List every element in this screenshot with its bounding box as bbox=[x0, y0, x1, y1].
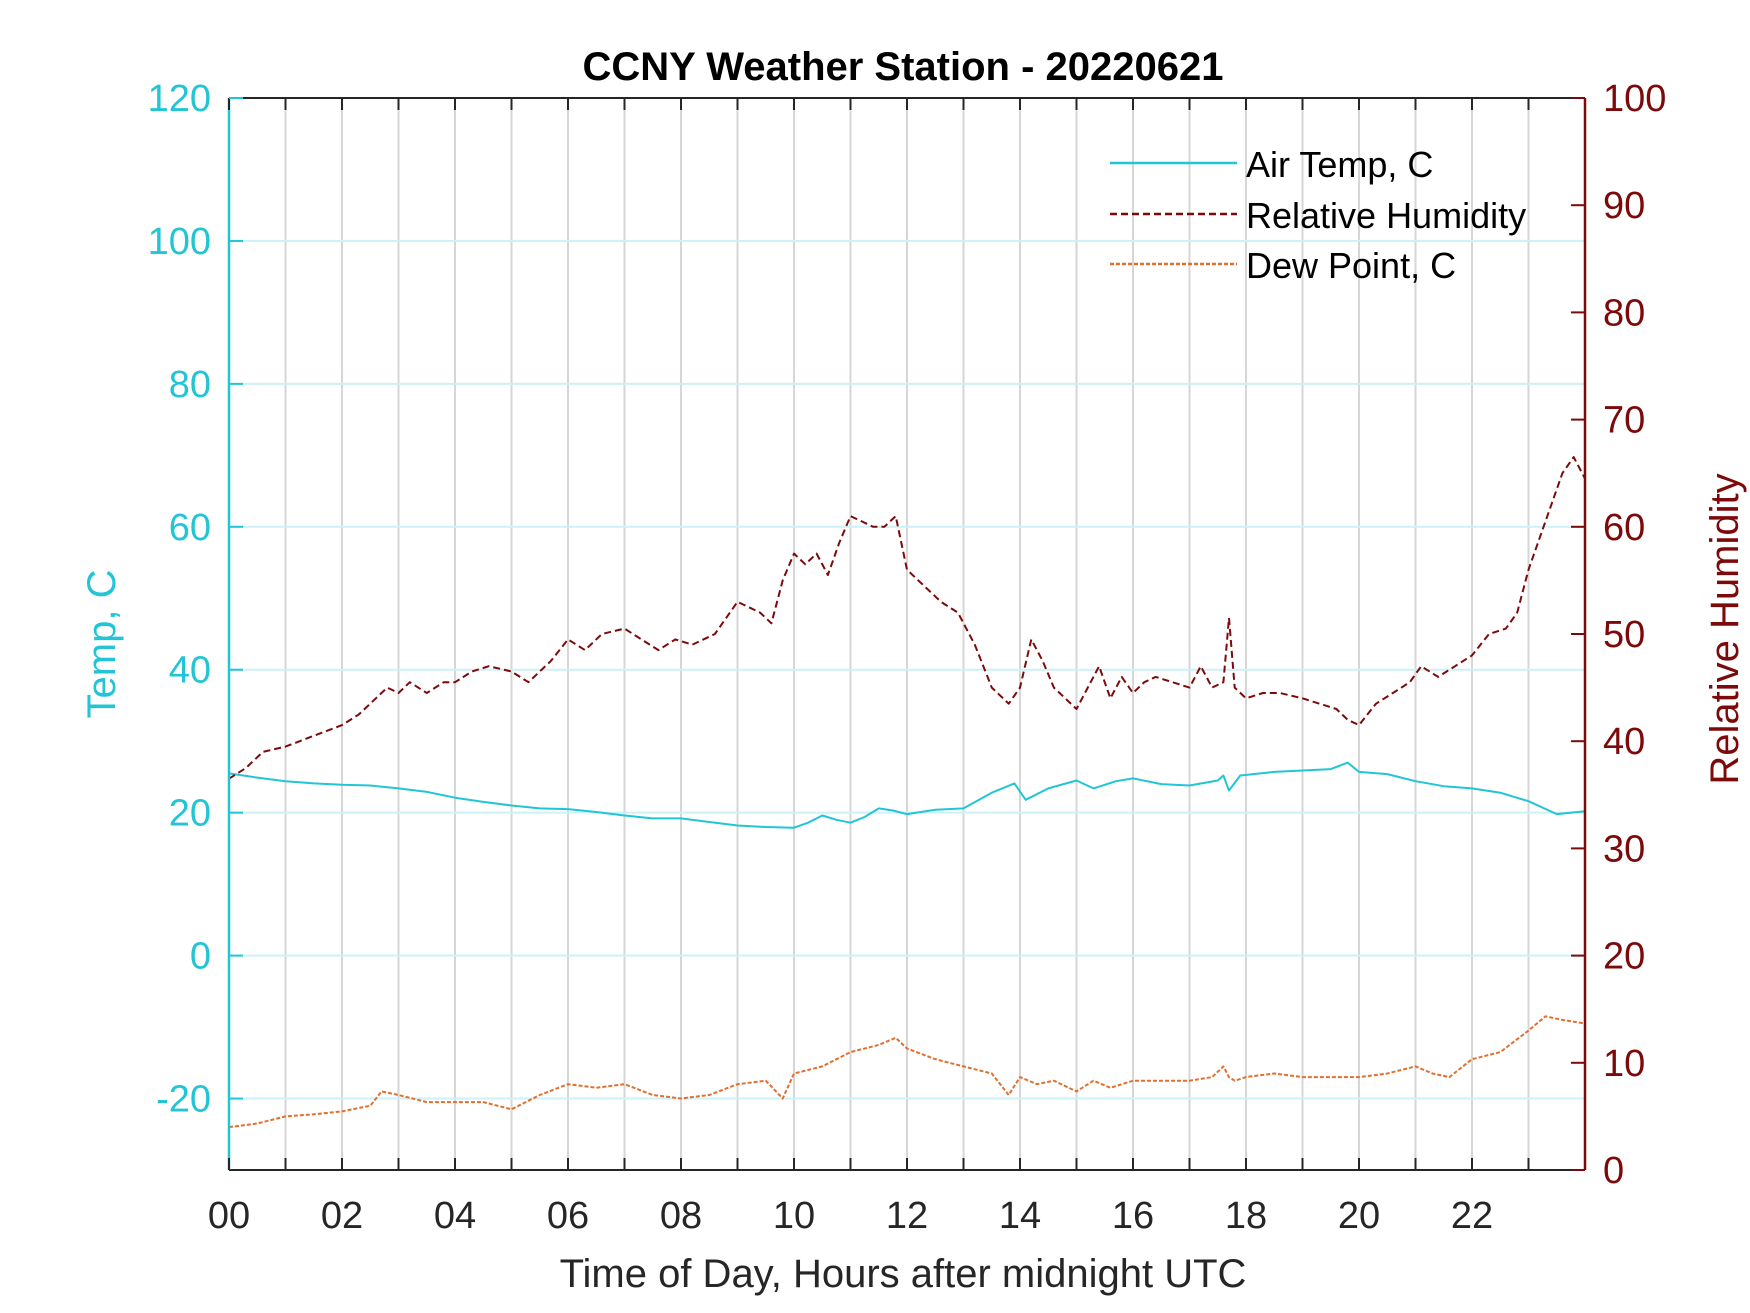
right-tick-label: 60 bbox=[1603, 507, 1645, 549]
left-tick-label: 40 bbox=[169, 650, 211, 692]
left-tick-label: -20 bbox=[156, 1079, 211, 1121]
right-tick-label: 10 bbox=[1603, 1043, 1645, 1085]
x-tick-label: 14 bbox=[999, 1195, 1041, 1237]
legend-label-relative-humidity: Relative Humidity bbox=[1246, 195, 1526, 236]
x-tick-label: 22 bbox=[1451, 1195, 1493, 1237]
series-relative-humidity bbox=[228, 456, 1586, 780]
left-tick-label: 120 bbox=[148, 78, 211, 120]
x-tick-label: 20 bbox=[1338, 1195, 1380, 1237]
series-layer bbox=[228, 456, 1586, 1129]
x-tick-label: 08 bbox=[660, 1195, 702, 1237]
right-tick-label: 20 bbox=[1603, 936, 1645, 978]
chart-title: CCNY Weather Station - 20220621 bbox=[583, 45, 1224, 89]
left-tick-label: 0 bbox=[190, 936, 211, 978]
series-dew-point bbox=[228, 1015, 1586, 1129]
x-tick-label: 00 bbox=[208, 1195, 250, 1237]
legend: Air Temp, C Relative Humidity Dew Point,… bbox=[1110, 144, 1526, 286]
x-tick-label: 16 bbox=[1112, 1195, 1154, 1237]
x-tick-label: 18 bbox=[1225, 1195, 1267, 1237]
series-air-temp bbox=[228, 761, 1586, 829]
right-tick-label: 70 bbox=[1603, 400, 1645, 442]
x-tick-label: 02 bbox=[321, 1195, 363, 1237]
x-axis-label: Time of Day, Hours after midnight UTC bbox=[560, 1252, 1247, 1296]
left-tick-label: 80 bbox=[169, 364, 211, 406]
left-tick-label: 100 bbox=[148, 221, 211, 263]
right-tick-label: 0 bbox=[1603, 1150, 1624, 1192]
vertical-gridlines bbox=[284, 98, 1530, 1170]
right-tick-label: 90 bbox=[1603, 185, 1645, 227]
right-tick-label: 40 bbox=[1603, 721, 1645, 763]
right-tick-label: 50 bbox=[1603, 614, 1645, 656]
x-tick-label: 10 bbox=[773, 1195, 815, 1237]
left-y-axis-label: Temp, C bbox=[80, 570, 124, 719]
horizontal-gridlines bbox=[229, 239, 1585, 1100]
legend-label-air-temp: Air Temp, C bbox=[1246, 144, 1433, 185]
left-tick-label: 60 bbox=[169, 507, 211, 549]
x-tick-label: 12 bbox=[886, 1195, 928, 1237]
right-tick-label: 80 bbox=[1603, 292, 1645, 334]
right-y-axis-ticks: 0 10 20 30 40 50 60 70 80 90 100 bbox=[1571, 78, 1666, 1192]
x-tick-label: 06 bbox=[547, 1195, 589, 1237]
right-tick-label: 30 bbox=[1603, 828, 1645, 870]
left-y-axis-ticks: -20 0 20 40 60 80 100 120 bbox=[148, 78, 243, 1121]
x-axis-ticks: 00 02 04 06 08 10 12 14 16 18 20 22 bbox=[208, 98, 1530, 1237]
right-y-axis-label: Relative Humidity bbox=[1703, 473, 1747, 784]
legend-label-dew-point: Dew Point, C bbox=[1246, 245, 1456, 286]
x-tick-label: 04 bbox=[434, 1195, 476, 1237]
left-tick-label: 20 bbox=[169, 793, 211, 835]
right-tick-label: 100 bbox=[1603, 78, 1666, 120]
